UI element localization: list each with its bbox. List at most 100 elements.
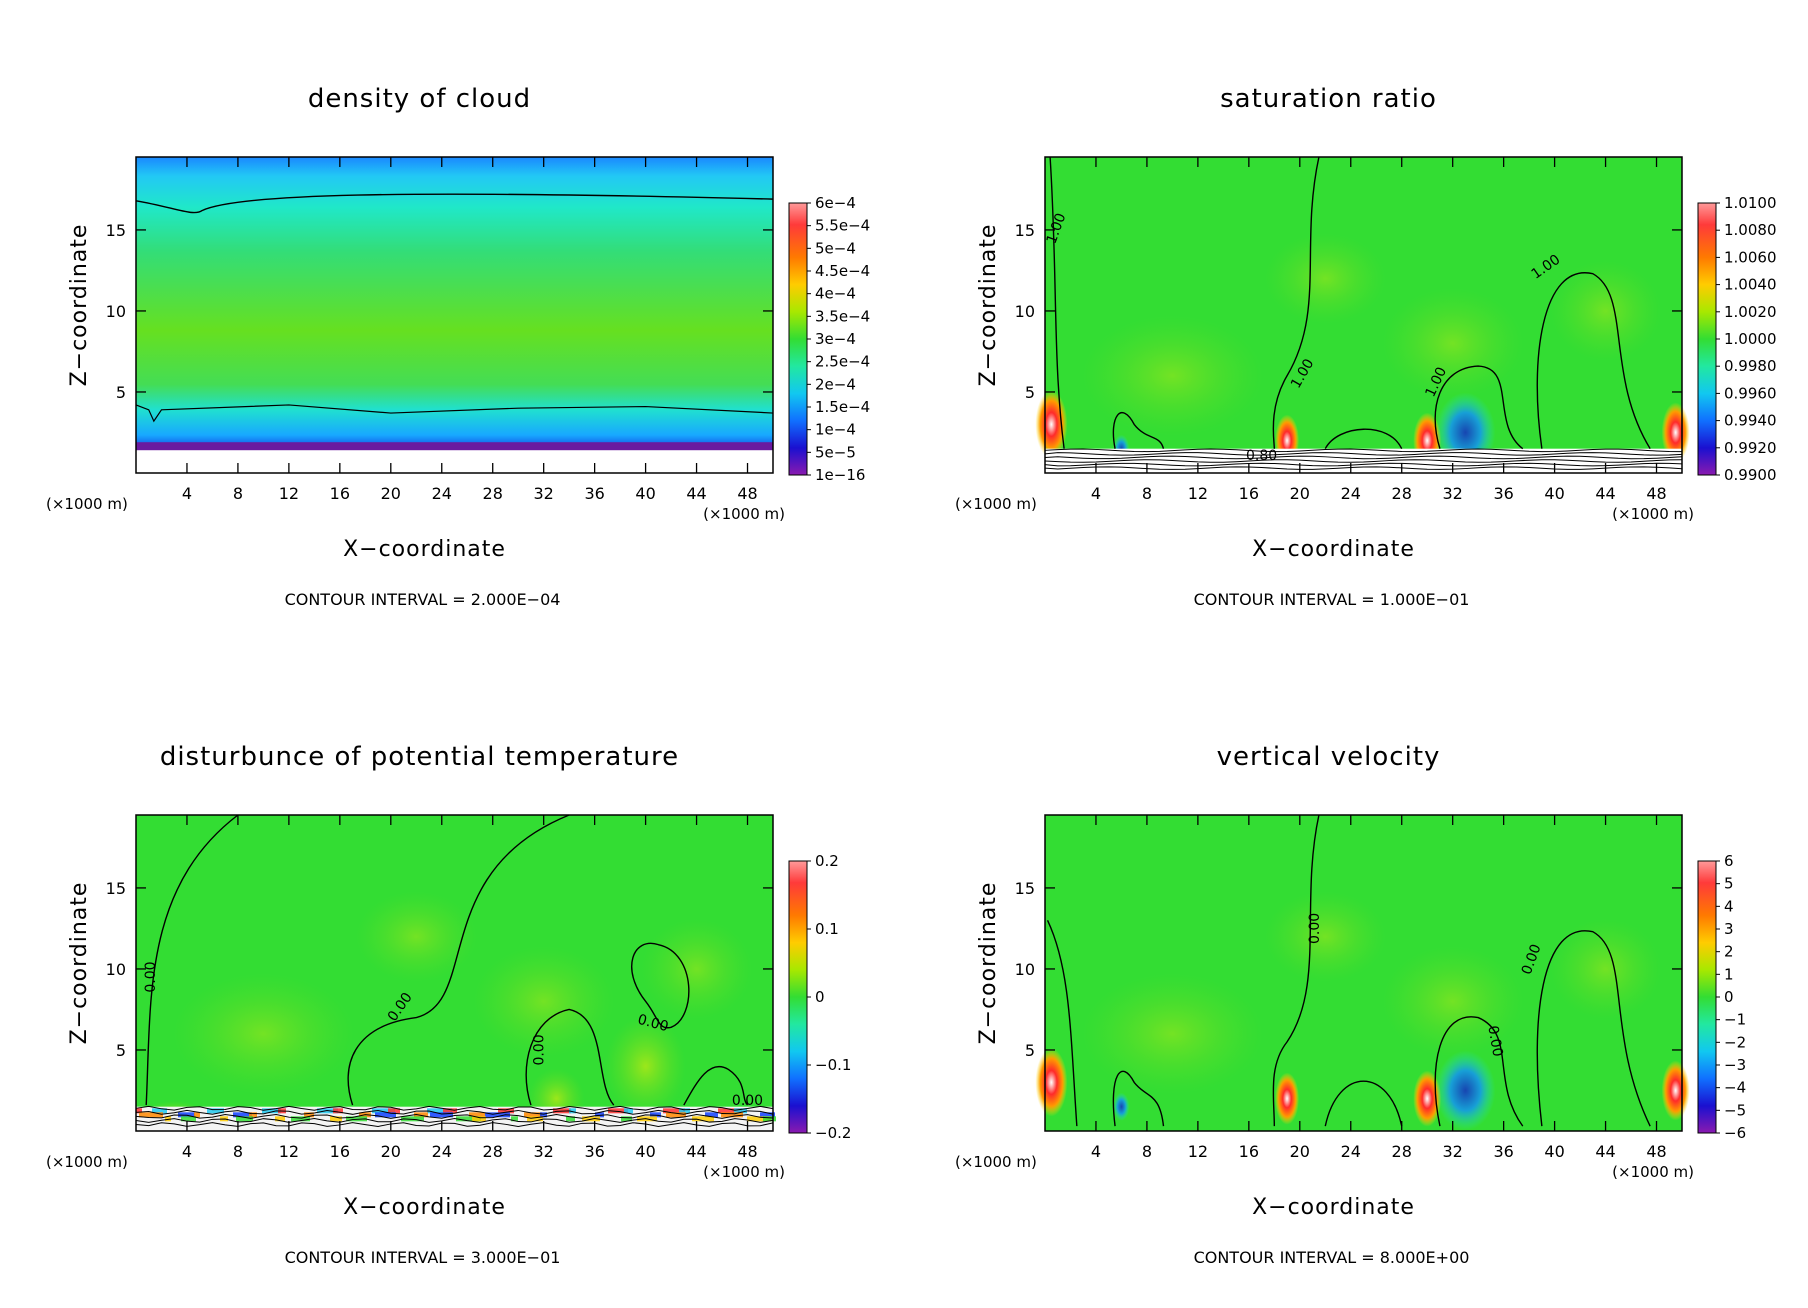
y-axis-label: Z−coordinate [976, 882, 1001, 1045]
colorbar-label: 0.9960 [1724, 384, 1777, 402]
contour-label: 0.00 [1307, 913, 1323, 944]
noise-patch [414, 1112, 428, 1118]
contour-line [1044, 448, 1683, 453]
contour-line [1434, 365, 1524, 450]
noise-patch [624, 1108, 633, 1114]
colorbar-label: 0 [815, 988, 825, 1006]
field-variation [1265, 891, 1386, 982]
contour-line [1272, 814, 1320, 1127]
x-unit-label: (×1000 m) [1612, 505, 1694, 523]
y-axis-label: Z−coordinate [67, 882, 92, 1045]
x-tick-label: 20 [1290, 484, 1310, 503]
y-tick-label: 15 [1015, 221, 1035, 240]
x-axis-label: X−coordinate [1252, 1195, 1415, 1220]
colorbar-label: 1.5e−4 [815, 398, 870, 416]
colorbar-label: 2 [1724, 943, 1734, 961]
noise-patch [152, 1108, 167, 1114]
field-variation [1550, 260, 1661, 361]
chart-title: density of cloud [308, 84, 531, 114]
y-tick-label: 5 [1025, 383, 1035, 402]
x-tick-label: 36 [1493, 1142, 1513, 1161]
ground-fill [136, 448, 773, 473]
noise-patch [181, 1116, 196, 1122]
y-unit-label: (×1000 m) [46, 495, 128, 513]
noise-patch [472, 1116, 486, 1122]
warm-anomaly [1275, 1072, 1300, 1125]
cool-anomaly [1113, 1092, 1130, 1121]
noise-patch [430, 1112, 453, 1118]
cool-anomaly [1435, 1050, 1496, 1131]
noise-patch [194, 1112, 200, 1118]
x-unit-label: (×1000 m) [1612, 1163, 1694, 1181]
y-tick-label: 5 [116, 1041, 126, 1060]
colorbar-label: 2.5e−4 [815, 353, 870, 371]
contour-label: 0.80 [1246, 448, 1277, 464]
x-tick-label: 40 [1544, 484, 1564, 503]
noise-patch [721, 1112, 743, 1118]
colorbar-label: 3 [1724, 920, 1734, 938]
noise-patch [372, 1108, 395, 1114]
y-tick-label: 15 [106, 221, 126, 240]
contour-line [1434, 1016, 1524, 1127]
x-tick-label: 4 [182, 1142, 192, 1161]
x-axis-label: X−coordinate [1252, 537, 1415, 562]
plot-frame [1044, 814, 1683, 1132]
noise-patch [262, 1108, 281, 1114]
x-tick-label: 16 [1239, 1142, 1259, 1161]
noise-patch [663, 1108, 685, 1114]
noise-patch [485, 1112, 510, 1118]
colorbar-label: 1e−4 [815, 421, 856, 439]
noise-patch [569, 1108, 576, 1114]
x-tick-label: 20 [1290, 1142, 1310, 1161]
y-tick-label: 10 [1015, 302, 1035, 321]
colorbar-label: 3e−4 [815, 330, 856, 348]
plot-frame [135, 814, 774, 1132]
x-tick-label: 40 [635, 484, 655, 503]
field-variation [356, 891, 477, 982]
x-tick-label: 44 [1595, 1142, 1615, 1161]
y-tick-label: 5 [1025, 1041, 1035, 1060]
x-tick-label: 24 [432, 1142, 452, 1161]
contour-line [135, 1105, 774, 1111]
contour-interval: CONTOUR INTERVAL = 1.000E−01 [1194, 590, 1470, 609]
noise-patch [207, 1108, 224, 1114]
x-axis-label: X−coordinate [343, 537, 506, 562]
colorbar [788, 202, 808, 476]
x-tick-label: 48 [1646, 1142, 1666, 1161]
plot-frame [1044, 156, 1683, 474]
field-variation [1382, 288, 1523, 399]
contour-line [1044, 466, 1683, 470]
colorbar-label: 1.0080 [1724, 221, 1777, 239]
contour-line [1044, 462, 1683, 467]
x-tick-label: 24 [1341, 484, 1361, 503]
noise-patch [136, 1108, 142, 1114]
x-tick-label: 32 [534, 484, 554, 503]
x-tick-label: 4 [182, 484, 192, 503]
noise-patch [718, 1108, 742, 1114]
noise-patch [330, 1116, 342, 1122]
y-tick-label: 10 [106, 302, 126, 321]
x-tick-label: 48 [1646, 484, 1666, 503]
y-unit-label: (×1000 m) [46, 1153, 128, 1171]
colorbar-label: 0.9940 [1724, 412, 1777, 430]
contour-label: 0.00 [636, 1012, 670, 1036]
colorbar-label: 1.0020 [1724, 303, 1777, 321]
warm-anomaly [1661, 1060, 1690, 1121]
noise-patch [679, 1108, 690, 1114]
contour-line [347, 814, 570, 1106]
y-tick-label: 10 [1015, 960, 1035, 979]
contour-line [1112, 412, 1165, 449]
noise-patch [291, 1116, 310, 1122]
x-unit-label: (×1000 m) [703, 505, 785, 523]
contour-label: 0.00 [732, 1093, 763, 1109]
noise-patch [139, 1112, 163, 1118]
contour-line [135, 193, 774, 214]
x-tick-label: 24 [1341, 1142, 1361, 1161]
contour-line [1046, 920, 1078, 1127]
colorbar-label: 1.0040 [1724, 276, 1777, 294]
x-tick-label: 16 [330, 484, 350, 503]
contour-line [1049, 156, 1065, 449]
x-tick-label: 12 [279, 484, 299, 503]
